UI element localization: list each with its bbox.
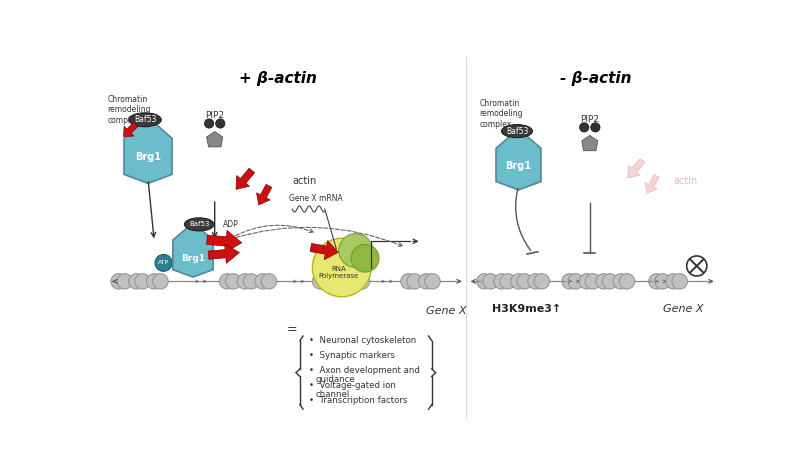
Text: Baf53: Baf53: [506, 127, 528, 136]
Circle shape: [534, 274, 550, 289]
Text: Gene X mRNA: Gene X mRNA: [289, 195, 342, 203]
Text: Brg1: Brg1: [135, 152, 161, 162]
Circle shape: [243, 274, 259, 289]
Circle shape: [205, 119, 214, 128]
Ellipse shape: [155, 254, 172, 271]
Circle shape: [216, 119, 225, 128]
Text: Baf53: Baf53: [134, 115, 156, 124]
Text: •  Transcription factors: • Transcription factors: [310, 396, 408, 405]
Text: •  Neuronal cytoskeleton: • Neuronal cytoskeleton: [310, 336, 417, 345]
Text: ADP: ADP: [222, 220, 238, 229]
Circle shape: [602, 274, 618, 289]
Polygon shape: [206, 131, 222, 147]
Circle shape: [226, 274, 241, 289]
Polygon shape: [173, 223, 213, 277]
Text: Brg1: Brg1: [506, 161, 531, 171]
Text: •  Axon development and: • Axon development and: [310, 366, 420, 375]
Circle shape: [666, 274, 682, 289]
Polygon shape: [208, 244, 239, 263]
Polygon shape: [582, 135, 598, 151]
Text: Chromatin
remodeling
complex: Chromatin remodeling complex: [480, 99, 523, 129]
Circle shape: [649, 274, 664, 289]
Text: Chromatin
remodeling
complex: Chromatin remodeling complex: [108, 95, 151, 125]
Text: PIP2: PIP2: [580, 115, 599, 124]
Text: - β-actin: - β-actin: [560, 71, 632, 86]
Circle shape: [562, 274, 578, 289]
Circle shape: [483, 274, 498, 289]
Polygon shape: [257, 184, 272, 205]
Polygon shape: [236, 168, 254, 189]
Text: guidance: guidance: [315, 374, 355, 383]
Circle shape: [348, 274, 363, 289]
Circle shape: [338, 234, 373, 268]
Circle shape: [351, 244, 379, 272]
Circle shape: [425, 274, 440, 289]
Text: actin: actin: [674, 176, 698, 186]
Circle shape: [500, 274, 515, 289]
Circle shape: [672, 274, 687, 289]
Text: Gene X: Gene X: [426, 306, 466, 316]
Circle shape: [579, 274, 594, 289]
Text: ATP: ATP: [158, 260, 169, 265]
Text: Brg1: Brg1: [181, 254, 205, 263]
Circle shape: [585, 274, 601, 289]
Text: •  Synaptic markers: • Synaptic markers: [310, 351, 395, 360]
Circle shape: [146, 274, 162, 289]
Text: + β-actin: + β-actin: [239, 71, 317, 86]
Circle shape: [494, 274, 510, 289]
Circle shape: [619, 274, 634, 289]
Circle shape: [418, 274, 434, 289]
Polygon shape: [206, 230, 242, 252]
Circle shape: [477, 274, 492, 289]
Circle shape: [219, 274, 235, 289]
Circle shape: [336, 274, 352, 289]
Text: channel: channel: [315, 390, 350, 398]
Circle shape: [237, 274, 253, 289]
Circle shape: [655, 274, 670, 289]
Text: RNA
Polymerase: RNA Polymerase: [318, 266, 359, 279]
Circle shape: [117, 274, 133, 289]
FancyArrowPatch shape: [516, 188, 530, 251]
Polygon shape: [124, 117, 172, 183]
Circle shape: [568, 274, 584, 289]
Circle shape: [312, 274, 328, 289]
Polygon shape: [310, 241, 338, 260]
Text: •  Voltage-gated ion: • Voltage-gated ion: [310, 381, 396, 390]
Ellipse shape: [185, 218, 214, 231]
Polygon shape: [627, 158, 645, 178]
Text: Baf53: Baf53: [189, 221, 210, 227]
Circle shape: [318, 274, 334, 289]
Circle shape: [528, 274, 543, 289]
Circle shape: [590, 123, 600, 132]
Polygon shape: [496, 129, 541, 190]
Polygon shape: [123, 122, 138, 137]
Ellipse shape: [502, 124, 533, 138]
Circle shape: [330, 274, 346, 289]
Circle shape: [111, 274, 126, 289]
Circle shape: [255, 274, 270, 289]
Circle shape: [129, 274, 144, 289]
Text: H3K9me3↑: H3K9me3↑: [492, 304, 561, 314]
Polygon shape: [645, 174, 659, 194]
Circle shape: [153, 274, 168, 289]
Circle shape: [517, 274, 533, 289]
Circle shape: [510, 274, 526, 289]
Text: Gene X: Gene X: [662, 304, 703, 314]
Circle shape: [613, 274, 629, 289]
Circle shape: [401, 274, 416, 289]
Circle shape: [262, 274, 277, 289]
Text: =: =: [287, 324, 298, 336]
Circle shape: [596, 274, 611, 289]
Circle shape: [407, 274, 422, 289]
Text: PIP2: PIP2: [205, 111, 224, 120]
Ellipse shape: [129, 113, 162, 127]
Circle shape: [135, 274, 150, 289]
Text: actin: actin: [292, 176, 317, 186]
Circle shape: [354, 274, 370, 289]
Circle shape: [312, 238, 371, 297]
Circle shape: [579, 123, 589, 132]
